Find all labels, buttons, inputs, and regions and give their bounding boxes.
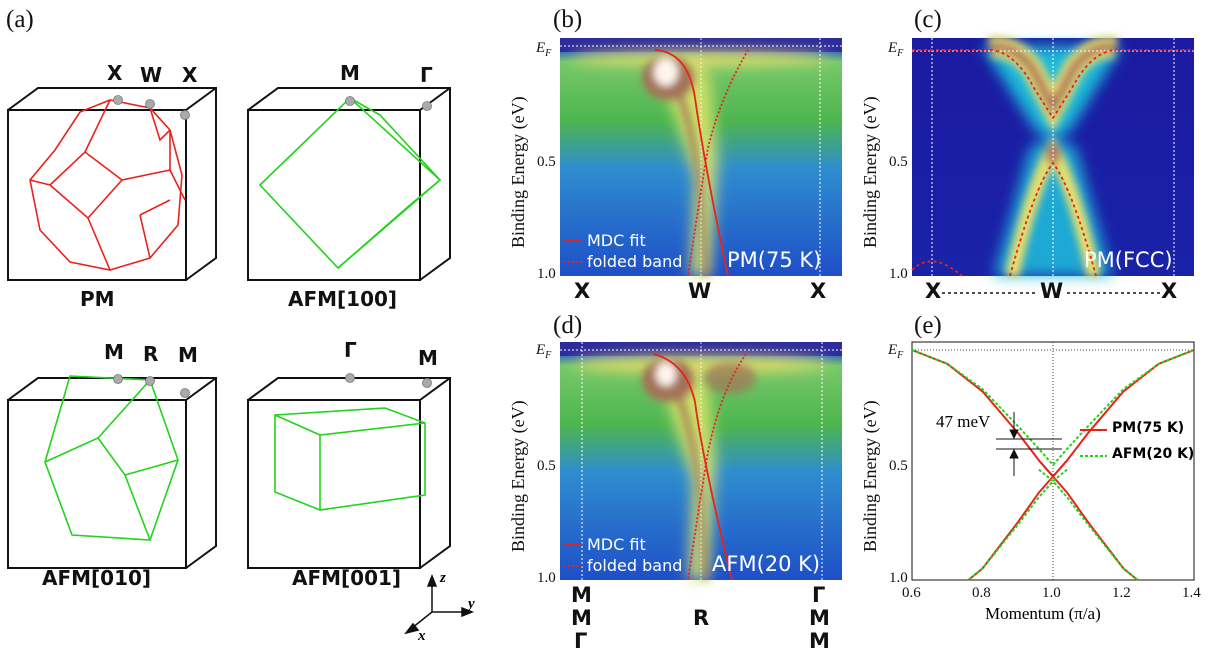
c-k-dashline bbox=[942, 292, 1160, 294]
d-state-label: AFM(20 K) bbox=[712, 552, 821, 576]
b-ylabel: Binding Energy (eV) bbox=[508, 96, 528, 248]
axis-y-label: y bbox=[468, 596, 475, 612]
panel-d-letter: (d) bbox=[553, 312, 583, 339]
bz-afm001-point2: M bbox=[418, 346, 438, 370]
axis-x-label: x bbox=[418, 628, 426, 644]
d-k-right3: M bbox=[809, 629, 830, 653]
bz-afm010-name: AFM[010] bbox=[42, 566, 152, 590]
c-k-left: X bbox=[925, 279, 942, 303]
gap-indicator bbox=[996, 412, 1062, 476]
e-xlabel: Momentum (π/a) bbox=[985, 604, 1101, 623]
panel-c-letter: (c) bbox=[914, 6, 942, 33]
e-ylabel: Binding Energy (eV) bbox=[860, 400, 880, 552]
bz-afm001-name: AFM[001] bbox=[292, 566, 402, 590]
gap-annotation: 47 meV bbox=[936, 412, 991, 431]
e-tick-ef: EF bbox=[888, 342, 904, 361]
panel-e-letter: (e) bbox=[914, 312, 942, 339]
bz-afm010-point2: R bbox=[143, 342, 159, 366]
series-afm-lower-1 bbox=[967, 468, 1068, 581]
d-tick-05: 0.5 bbox=[537, 458, 556, 474]
d-k-mid: R bbox=[693, 606, 710, 630]
bz-afm100-point2: Γ bbox=[420, 63, 433, 87]
c-ylabel: Binding Energy (eV) bbox=[860, 96, 880, 248]
c-k-right: X bbox=[1161, 279, 1178, 303]
d-k-left3: Γ bbox=[574, 629, 588, 653]
b-tick-ef: EF bbox=[536, 40, 552, 59]
panel-a-letter: (a) bbox=[6, 6, 34, 33]
b-tick-10: 1.0 bbox=[537, 266, 556, 282]
arpes-image-d bbox=[560, 342, 842, 581]
e-xtick-12: 1.2 bbox=[1112, 585, 1131, 601]
legend-afm-label: AFM(20 K) bbox=[1112, 446, 1195, 462]
b-k-left: X bbox=[574, 279, 591, 303]
bz-pm-point2: W bbox=[140, 63, 163, 87]
b-state-label: PM(75 K) bbox=[727, 248, 822, 272]
d-k-left2: M bbox=[571, 606, 592, 630]
d-tick-10: 1.0 bbox=[537, 570, 556, 586]
legend-pm-label: PM(75 K) bbox=[1112, 420, 1185, 436]
series-line-1-mirror bbox=[967, 459, 1068, 581]
bz-pm-point3: X bbox=[182, 63, 198, 87]
series-afm-lower-0 bbox=[1038, 468, 1139, 581]
b-legend-fit: MDC fit bbox=[587, 231, 646, 250]
b-tick-05: 0.5 bbox=[537, 154, 556, 170]
c-tick-ef: EF bbox=[888, 40, 904, 59]
bz-afm100-name: AFM[100] bbox=[288, 287, 398, 311]
d-k-right1: Γ bbox=[812, 583, 826, 607]
c-tick-05: 0.5 bbox=[889, 154, 908, 170]
b-legend-folded: folded band bbox=[587, 252, 683, 271]
series-line-2 bbox=[911, 349, 1195, 467]
arpes-image-c bbox=[911, 36, 1194, 278]
panel-b-letter: (b) bbox=[553, 6, 583, 33]
c-tick-10: 1.0 bbox=[889, 266, 908, 282]
e-xtick-14: 1.4 bbox=[1182, 585, 1201, 601]
bz-afm010-point1: M bbox=[104, 340, 124, 364]
d-legend-fit: MDC fit bbox=[587, 535, 646, 554]
e-tick-10: 1.0 bbox=[889, 570, 908, 586]
d-tick-ef: EF bbox=[536, 342, 552, 361]
e-xtick-06: 0.6 bbox=[902, 585, 921, 601]
b-k-mid: W bbox=[688, 279, 712, 303]
bz-pm-point1: X bbox=[107, 61, 123, 85]
chart-e bbox=[911, 341, 1195, 581]
d-k-right2: M bbox=[809, 606, 830, 630]
c-k-mid: W bbox=[1040, 279, 1064, 303]
d-ylabel: Binding Energy (eV) bbox=[508, 400, 528, 552]
series-line-1 bbox=[1038, 459, 1139, 581]
arpes-image-b bbox=[560, 38, 842, 277]
c-state-label: PM(FCC) bbox=[1084, 248, 1173, 272]
e-xtick-10: 1.0 bbox=[1042, 585, 1061, 601]
d-legend-folded: folded band bbox=[587, 556, 683, 575]
bz-pm-name: PM bbox=[80, 287, 115, 311]
bz-afm001-point1: Γ bbox=[344, 338, 357, 362]
e-xtick-08: 0.8 bbox=[972, 585, 991, 601]
bz-afm100-point1: M bbox=[340, 61, 360, 85]
d-k-left1: M bbox=[571, 583, 592, 607]
bz-pm bbox=[7, 87, 475, 635]
e-tick-05: 0.5 bbox=[889, 458, 908, 474]
b-k-right: X bbox=[810, 279, 827, 303]
bz-afm010-point3: M bbox=[178, 343, 198, 367]
axis-z-label: z bbox=[440, 570, 446, 586]
